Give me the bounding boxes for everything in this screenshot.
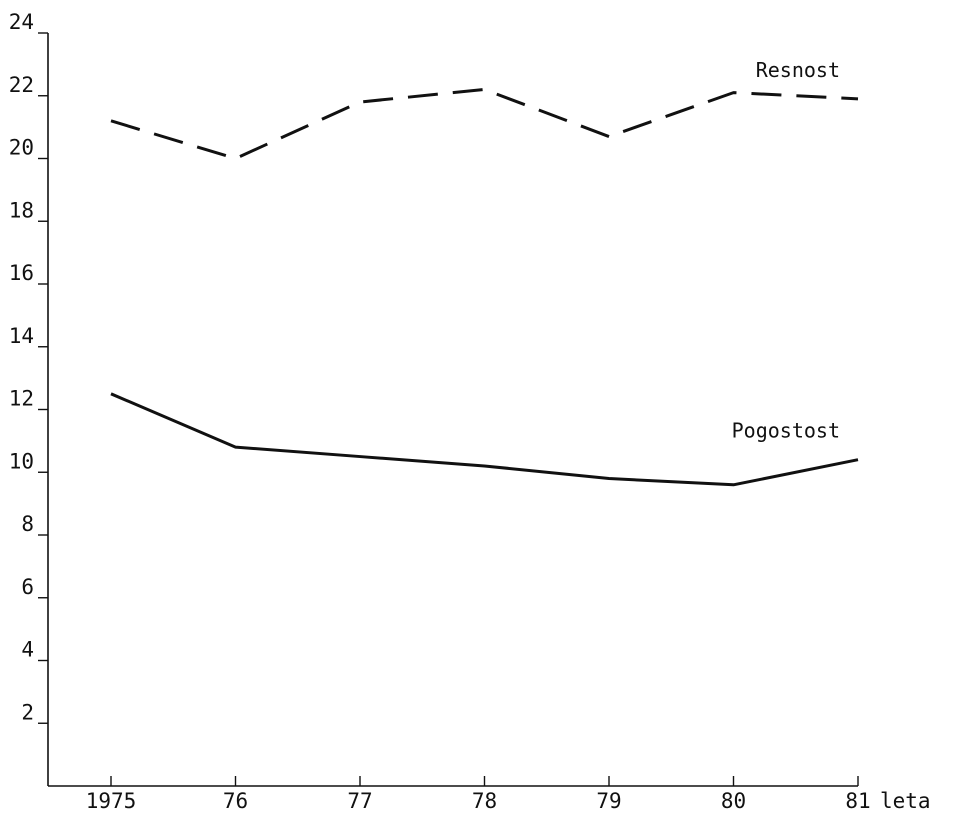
y-tick-label: 22 xyxy=(9,73,34,97)
y-tick-label: 24 xyxy=(9,10,34,34)
y-tick-label: 10 xyxy=(9,449,34,473)
series-label-pogostost: Pogostost xyxy=(732,419,840,443)
x-ticks: 1975 76 77 78 79 80 81 xyxy=(86,776,871,813)
x-tick-label: 77 xyxy=(347,789,372,813)
x-tick-label: 80 xyxy=(721,789,746,813)
y-tick-label: 2 xyxy=(21,700,34,724)
y-tick-label: 20 xyxy=(9,136,34,160)
series-line-resnost xyxy=(110,87,859,160)
series-group: Resnost Pogostost xyxy=(110,58,859,487)
series-line-pogostost xyxy=(110,392,859,487)
x-tick-label: 78 xyxy=(472,789,497,813)
y-tick-label: 18 xyxy=(9,198,34,222)
y-tick-label: 14 xyxy=(9,324,34,348)
y-tick-label: 12 xyxy=(9,387,34,411)
x-tick-label: 79 xyxy=(596,789,621,813)
y-tick-label: 6 xyxy=(21,575,34,599)
x-tick-label: 81 xyxy=(845,789,870,813)
x-tick-label: 1975 xyxy=(86,789,137,813)
x-tick-label: 76 xyxy=(223,789,248,813)
y-tick-label: 8 xyxy=(21,512,34,536)
x-axis-label: leta xyxy=(880,789,931,813)
y-tick-label: 16 xyxy=(9,261,34,285)
y-tick-label: 4 xyxy=(21,638,34,662)
series-label-resnost: Resnost xyxy=(756,58,840,82)
